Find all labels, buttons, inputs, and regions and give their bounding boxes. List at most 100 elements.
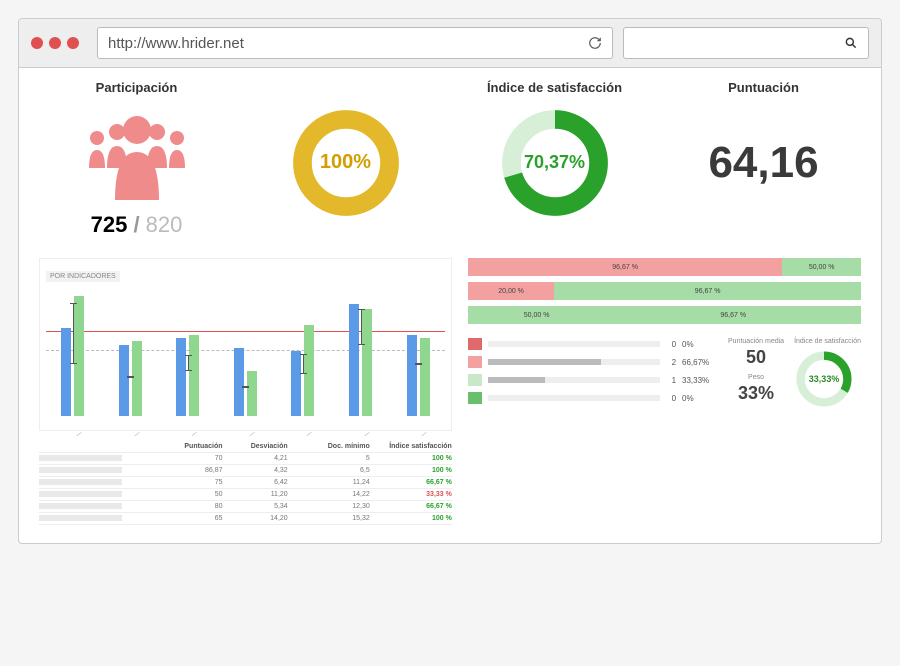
legend-percent: 0% xyxy=(682,394,716,403)
bar-group xyxy=(395,335,441,416)
detail-row: POR INDICADORES ——————— PuntuaciónDesvia… xyxy=(39,258,861,525)
table-header: Puntuación xyxy=(163,443,222,450)
table-row: 86,874,326,5100 % xyxy=(39,465,452,477)
legend-bar xyxy=(488,341,660,347)
bar-group xyxy=(50,296,96,416)
legend-swatch xyxy=(468,374,482,386)
participation-count: 725 / 820 xyxy=(39,212,234,238)
legend-percent: 66,67% xyxy=(682,358,716,367)
donut-percent-label: 100% xyxy=(290,107,402,219)
tile-title: Participación xyxy=(39,80,234,95)
table-row: 5011,2014,2233,33 % xyxy=(39,489,452,501)
bar-series-b xyxy=(304,325,314,416)
mini-donut-label: 33,33% xyxy=(794,349,854,409)
bar-chart xyxy=(46,286,445,416)
bar-chart-panel: POR INDICADORES ——————— xyxy=(39,258,452,431)
legend-row: 2 66,67% xyxy=(468,356,716,368)
table-header xyxy=(39,443,157,450)
legend-count: 0 xyxy=(666,394,676,403)
error-bar xyxy=(188,355,189,371)
satisfaction-donut: 70,37% xyxy=(499,107,611,219)
tile-participation-donut: . 100% xyxy=(248,80,443,238)
people-icon xyxy=(39,105,234,210)
stacked-segment: 96,67 % xyxy=(554,282,861,300)
table-row: 756,4211,2466,67 % xyxy=(39,477,452,489)
distribution-legend: 0 0% 2 66,67% 1 33,33% 0 0% xyxy=(468,338,716,410)
legend-swatch xyxy=(468,356,482,368)
table-row: 6514,2015,32100 % xyxy=(39,513,452,525)
legend-percent: 33,33% xyxy=(682,376,716,385)
bar-series-a xyxy=(176,338,186,416)
legend-row: 0 0% xyxy=(468,392,716,404)
legend-percent: 0% xyxy=(682,340,716,349)
bar-series-a xyxy=(407,335,417,416)
window-dot[interactable] xyxy=(67,37,79,49)
mini-satisfaction-donut: 33,33% xyxy=(794,349,854,409)
kpi-label: Índice de satisfacción xyxy=(794,338,861,345)
legend-row: 0 0% xyxy=(468,338,716,350)
kpi-avg: Puntuación media 50 Peso 33% xyxy=(728,338,784,404)
summary-grid: 0 0% 2 66,67% 1 33,33% 0 0% Puntuación media 50… xyxy=(468,338,861,410)
stacked-segment: 20,00 % xyxy=(468,282,554,300)
stacked-bar-row: 20,00 %96,67 % xyxy=(468,282,861,300)
bar-series-b xyxy=(74,296,84,416)
address-bar[interactable]: http://www.hrider.net xyxy=(97,27,613,59)
bar-series-a xyxy=(291,351,301,416)
bar-series-b xyxy=(420,338,430,416)
legend-bar xyxy=(488,377,660,383)
bar-group xyxy=(223,348,269,416)
kpi-label: Peso xyxy=(728,374,784,381)
table-row: 805,3412,3066,67 % xyxy=(39,501,452,513)
bar-series-a xyxy=(234,348,244,416)
reload-icon[interactable] xyxy=(588,36,602,50)
legend-bar xyxy=(488,395,660,401)
tile-title: Puntuación xyxy=(666,80,861,95)
legend-swatch xyxy=(468,392,482,404)
bar-series-b xyxy=(132,341,142,416)
legend-count: 1 xyxy=(666,376,676,385)
donut-percent-label: 70,37% xyxy=(499,107,611,219)
stacked-segment: 96,67 % xyxy=(605,306,861,324)
data-table: PuntuaciónDesviaciónDoc. mínimoÍndice sa… xyxy=(39,441,452,525)
right-column: 96,67 %50,00 %20,00 %96,67 %50,00 %96,67… xyxy=(468,258,861,525)
window-dot[interactable] xyxy=(31,37,43,49)
tile-title: Índice de satisfacción xyxy=(457,80,652,95)
legend-count: 2 xyxy=(666,358,676,367)
legend-row: 1 33,33% xyxy=(468,374,716,386)
kpi-label: Puntuación media xyxy=(728,338,784,345)
bar-series-a xyxy=(61,328,71,416)
url-text: http://www.hrider.net xyxy=(108,35,244,52)
legend-bar xyxy=(488,359,660,365)
bar-series-a xyxy=(119,345,129,417)
window-dot[interactable] xyxy=(49,37,61,49)
tile-participation: Participación xyxy=(39,80,234,238)
stacked-segment: 50,00 % xyxy=(782,258,861,276)
stacked-bars: 96,67 %50,00 %20,00 %96,67 %50,00 %96,67… xyxy=(468,258,861,324)
legend-swatch xyxy=(468,338,482,350)
count-slash: / xyxy=(133,212,145,237)
kpi-row: Participación xyxy=(39,80,861,238)
error-bar xyxy=(361,309,362,344)
count-denominator: 820 xyxy=(146,212,183,237)
search-icon xyxy=(844,36,858,50)
stacked-bar-row: 96,67 %50,00 % xyxy=(468,258,861,276)
bar-group xyxy=(280,325,326,416)
browser-frame: http://www.hrider.net Participación xyxy=(18,18,882,544)
chart-tag: POR INDICADORES xyxy=(46,271,120,282)
bar-series-b xyxy=(247,371,257,417)
bar-series-a xyxy=(349,304,359,416)
legend-count: 0 xyxy=(666,340,676,349)
dashboard: Participación xyxy=(19,68,881,543)
bar-chart-xlabels: ——————— xyxy=(46,416,445,424)
count-numerator: 725 xyxy=(91,212,128,237)
kpi-value: 50 xyxy=(728,347,784,368)
search-box[interactable] xyxy=(623,27,869,59)
tile-score: Puntuación 64,16 xyxy=(666,80,861,238)
stacked-segment: 50,00 % xyxy=(468,306,606,324)
error-bar xyxy=(73,303,74,364)
window-controls xyxy=(31,37,79,49)
participation-donut: 100% xyxy=(290,107,402,219)
browser-toolbar: http://www.hrider.net xyxy=(19,19,881,68)
bar-group xyxy=(338,304,384,416)
bar-group xyxy=(165,335,211,416)
